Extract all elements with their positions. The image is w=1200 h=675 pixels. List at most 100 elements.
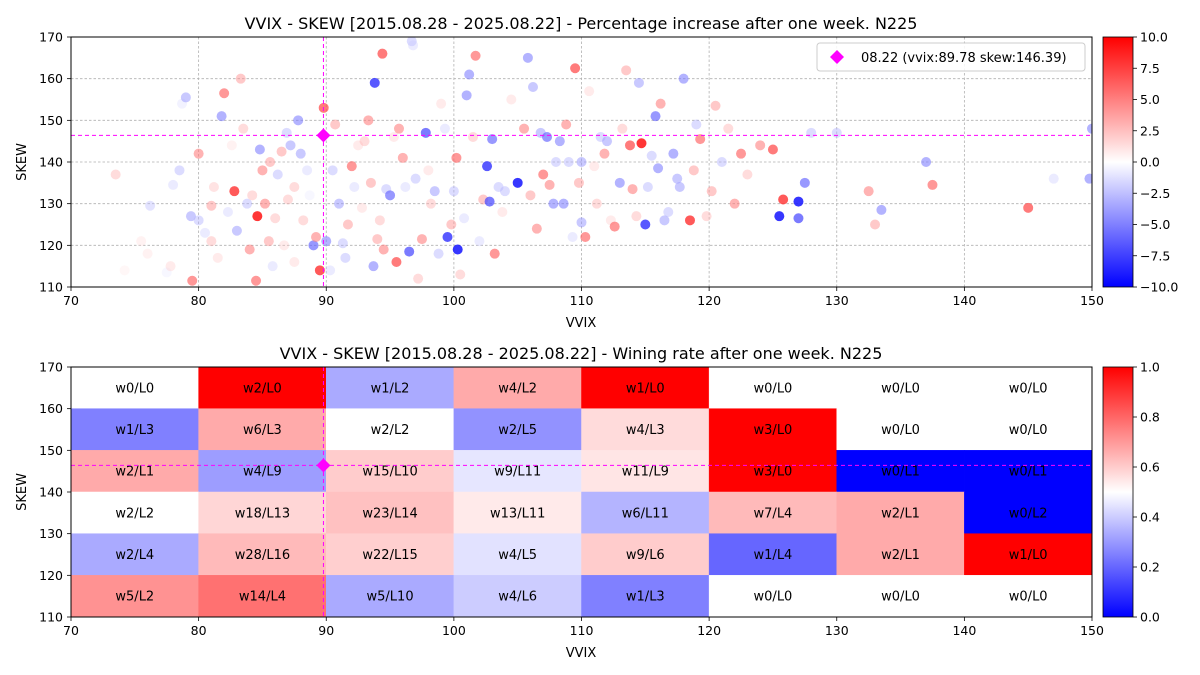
y-tick-label: 120 [39, 238, 63, 253]
scatter-point [617, 123, 628, 134]
scatter-point [688, 165, 699, 176]
scatter-point [185, 211, 196, 222]
scatter-point [270, 213, 281, 224]
scatter-point [212, 252, 223, 263]
heatmap-cell-label: w4/L6 [498, 590, 537, 605]
heatmap-cell-label: w1/L4 [754, 548, 793, 563]
heatmap-cell-label: w2/L1 [881, 506, 920, 521]
scatter-point [242, 198, 253, 209]
scatter-point [410, 173, 421, 184]
colorbar-tick-label: 1.0 [1140, 360, 1160, 375]
heatmap-cell-label: w1/L3 [626, 590, 665, 605]
scatter-point [544, 179, 555, 190]
scatter-point [119, 265, 130, 276]
scatter-point [330, 119, 341, 130]
scatter-point [377, 48, 388, 59]
colorbar-tick-label: 5.0 [1140, 92, 1160, 107]
heatmap-cell [708, 450, 837, 493]
scatter-point [701, 211, 712, 222]
x-tick-label: 80 [191, 293, 207, 308]
y-tick-label: 140 [39, 155, 63, 170]
heatmap-cell [581, 533, 710, 576]
heatmap-cell-label: w0/L0 [115, 381, 154, 396]
scatter-point [365, 177, 376, 188]
colorbar-tick-label: 2.5 [1140, 123, 1160, 138]
heatmap-cell [198, 491, 327, 534]
scatter-point [710, 100, 721, 111]
scatter-point [470, 50, 481, 61]
scatter-point [442, 232, 453, 242]
scatter-point [439, 123, 450, 134]
scatter-point [755, 140, 766, 151]
heatmap-cell [326, 533, 455, 576]
scatter-point [548, 198, 559, 209]
scatter-point [493, 182, 504, 192]
colorbar-tick-label: −7.5 [1140, 248, 1170, 263]
scatter-point [519, 123, 530, 134]
scatter-point [831, 127, 842, 138]
heatmap-cell-label: w0/L0 [1009, 381, 1048, 396]
scatter-point [459, 213, 470, 224]
heatmap-x-axis-label: VVIX [566, 646, 597, 661]
scatter-point [247, 190, 258, 201]
x-tick-label: 100 [442, 293, 466, 308]
scatter-point [767, 144, 778, 155]
scatter-point [265, 157, 276, 167]
heatmap-cell [836, 367, 965, 409]
scatter-point [244, 244, 255, 255]
scatter-point [522, 52, 533, 63]
scatter-point [525, 190, 536, 201]
heatmap-cell [708, 575, 837, 617]
scatter-point [400, 182, 411, 192]
scatter-point [870, 219, 881, 230]
scatter-point [308, 240, 319, 251]
scatter-point [674, 182, 685, 192]
scatter-point [602, 136, 613, 147]
heatmap-cell [326, 367, 455, 409]
scatter-point [627, 184, 638, 195]
scatter-point [1023, 202, 1034, 213]
scatter-point [806, 127, 817, 138]
heatmap-cell-label: w23/L14 [362, 506, 417, 521]
y-tick-label: 150 [39, 113, 63, 128]
scatter-point [219, 88, 230, 99]
scatter-point [742, 169, 753, 180]
heatmap-cell [198, 533, 327, 576]
heatmap-cell [964, 408, 1092, 451]
heatmap-cell-label: w7/L4 [754, 506, 793, 521]
scatter-point [528, 82, 539, 92]
scatter-point [624, 140, 635, 151]
heatmap-cell [836, 491, 965, 534]
scatter-point [174, 165, 185, 176]
y-tick-label: 130 [39, 196, 63, 211]
heatmap-cell-label: w2/L2 [371, 423, 410, 438]
heatmap-cell [836, 408, 965, 451]
heatmap-cell-label: w0/L0 [754, 381, 793, 396]
scatter-point [311, 232, 322, 242]
heatmap-cell-label: w3/L0 [754, 423, 793, 438]
scatter-point [863, 186, 874, 197]
heatmap-cell-label: w4/L9 [243, 465, 282, 480]
heatmap-cell-label: w4/L5 [498, 548, 537, 563]
scatter-point [558, 198, 569, 209]
scatter-point [482, 161, 493, 172]
heatmap-cell-label: w3/L0 [754, 465, 793, 480]
heatmap-cell-label: w0/L0 [881, 423, 920, 438]
scatter-legend: 08.22 (vvix:89.78 skew:146.39) [816, 42, 1086, 72]
scatter-point [723, 123, 734, 134]
scatter-point [359, 136, 370, 147]
scatter-point [461, 90, 472, 101]
scatter-point [497, 207, 508, 217]
scatter-point [397, 152, 408, 163]
scatter-point [295, 148, 306, 159]
heatmap-cell-label: w1/L0 [1009, 548, 1048, 563]
heatmap-cell [453, 533, 582, 576]
y-tick-label: 160 [39, 401, 63, 416]
scatter-point [561, 119, 572, 130]
heatmap-cell [326, 408, 455, 451]
scatter-point [451, 152, 462, 163]
heatmap-chart-title: VVIX - SKEW [2015.08.28 - 2025.08.22] - … [280, 344, 883, 363]
x-tick-label: 90 [318, 623, 334, 638]
heatmap-cell-label: w9/L6 [626, 548, 665, 563]
